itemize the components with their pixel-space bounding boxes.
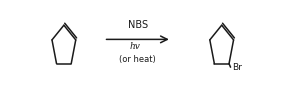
Text: Br: Br — [232, 63, 242, 72]
Text: NBS: NBS — [128, 20, 148, 30]
Text: hv: hv — [129, 42, 140, 51]
Text: (or heat): (or heat) — [119, 55, 156, 64]
